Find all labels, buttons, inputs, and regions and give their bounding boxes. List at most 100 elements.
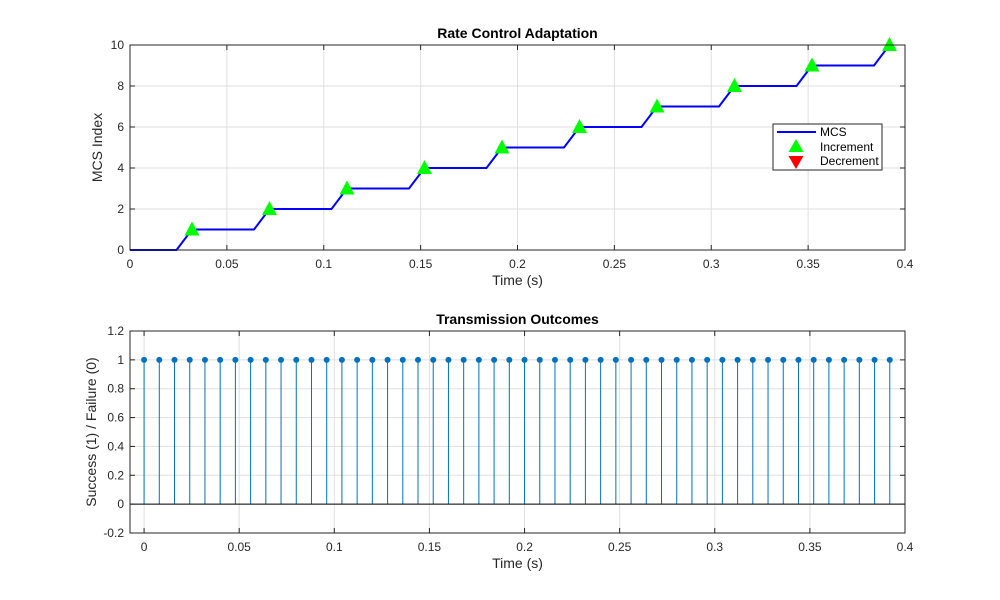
stem-marker: [369, 356, 376, 363]
increment-marker: [494, 139, 510, 154]
y-tick-label: 0.4: [107, 439, 124, 453]
stem-marker: [780, 356, 787, 363]
stem-marker: [293, 356, 300, 363]
stem-marker: [217, 356, 224, 363]
stem-marker: [856, 356, 863, 363]
stem-marker: [719, 356, 726, 363]
legend-entry: Decrement: [820, 154, 879, 168]
stem-marker: [582, 356, 589, 363]
stem-marker: [247, 356, 254, 363]
x-axis-label: Time (s): [492, 555, 543, 571]
stem-marker: [323, 356, 330, 363]
stem-marker: [734, 356, 741, 363]
stem-marker: [825, 356, 832, 363]
chart-title: Transmission Outcomes: [436, 311, 599, 327]
increment-marker: [649, 98, 665, 113]
stem-marker: [551, 356, 558, 363]
increment-marker: [184, 221, 200, 236]
stem-marker: [354, 356, 361, 363]
axes-2: 0 0.05 0.1 0.15 0.2 0.25 0.3 0.35 0.4 -0.2 0 0.2 0.4…: [83, 311, 914, 571]
stem-marker: [278, 356, 285, 363]
x-axis-label: Time (s): [492, 272, 543, 288]
stem-marker: [612, 356, 619, 363]
stem-marker: [460, 356, 467, 363]
y-tick-label: 1.2: [107, 324, 124, 338]
stem-marker: [628, 356, 635, 363]
x-tick-label: 0.15: [418, 540, 442, 554]
stem-marker: [384, 356, 391, 363]
stem-marker: [795, 356, 802, 363]
y-tick-label: 8: [117, 79, 124, 93]
x-tick-label: 0.3: [703, 257, 720, 271]
stem-marker: [430, 356, 437, 363]
stem-marker: [156, 356, 163, 363]
x-tick-label: 0.15: [409, 257, 433, 271]
y-tick-label: 2: [117, 202, 124, 216]
stem-marker: [704, 356, 711, 363]
y-tick-label: 0.2: [107, 468, 124, 482]
chart-title: Rate Control Adaptation: [437, 25, 597, 41]
y-tick-label: -0.2: [103, 526, 124, 540]
stem-marker: [597, 356, 604, 363]
y-axis-label: MCS Index: [89, 113, 105, 182]
stem-marker: [886, 356, 893, 363]
plot-area: [130, 331, 905, 533]
x-tick-label: 0.1: [315, 257, 332, 271]
stem-marker: [567, 356, 574, 363]
stem-marker: [521, 356, 528, 363]
stem-marker: [445, 356, 452, 363]
stem-marker: [338, 356, 345, 363]
x-tick-label: 0.4: [897, 540, 914, 554]
x-tick-label: 0.25: [608, 540, 632, 554]
stem-marker: [765, 356, 772, 363]
stem-marker: [399, 356, 406, 363]
stem-marker: [201, 356, 208, 363]
y-tick-label: 4: [117, 161, 124, 175]
stem-marker: [749, 356, 756, 363]
increment-marker: [339, 180, 355, 195]
x-tick-label: 0.05: [228, 540, 252, 554]
stem-marker: [186, 356, 193, 363]
legend-triangle-up-icon: [788, 139, 804, 152]
stem-marker: [506, 356, 513, 363]
y-tick-label: 1: [117, 353, 124, 367]
y-tick-label: 0.6: [107, 411, 124, 425]
stem-marker: [536, 356, 543, 363]
stem-marker: [232, 356, 239, 363]
increment-marker: [572, 119, 587, 133]
stem-marker: [841, 356, 848, 363]
stem-marker: [658, 356, 665, 363]
legend-entry: Increment: [820, 140, 874, 154]
y-tick-label: 0: [117, 243, 124, 257]
stem-marker: [643, 356, 650, 363]
stem-marker: [688, 356, 695, 363]
axes-1: 0 0.05 0.1 0.15 0.2 0.25 0.3 0.35 0.4 0 2 4 6 8 10 Rate…: [89, 25, 914, 288]
increment-marker: [882, 37, 897, 51]
y-tick-label: 10: [111, 38, 125, 52]
x-tick-label: 0.1: [326, 540, 343, 554]
stem-marker: [475, 356, 482, 363]
legend-triangle-down-icon: [788, 156, 804, 169]
x-tick-label: 0.2: [516, 540, 533, 554]
increment-marker: [417, 160, 432, 174]
legend-entry: MCS: [820, 125, 847, 139]
stem-marker: [491, 356, 498, 363]
axes-box: [129, 330, 906, 534]
series-line-mcs: [130, 44, 891, 251]
increment-marker: [262, 201, 277, 215]
x-tick-label: 0.35: [798, 540, 822, 554]
y-tick-label: 6: [117, 120, 124, 134]
x-tick-label: 0: [141, 540, 148, 554]
x-tick-label: 0.4: [897, 257, 914, 271]
y-tick-label: 0.8: [107, 382, 124, 396]
y-tick-label: 0: [117, 497, 124, 511]
x-tick-label: 0.2: [509, 257, 526, 271]
x-tick-label: 0.3: [706, 540, 723, 554]
stem-marker: [308, 356, 315, 363]
y-axis-label: Success (1) / Failure (0): [83, 357, 99, 506]
increment-marker: [727, 78, 742, 92]
x-tick-label: 0.25: [603, 257, 627, 271]
stem-marker: [415, 356, 422, 363]
